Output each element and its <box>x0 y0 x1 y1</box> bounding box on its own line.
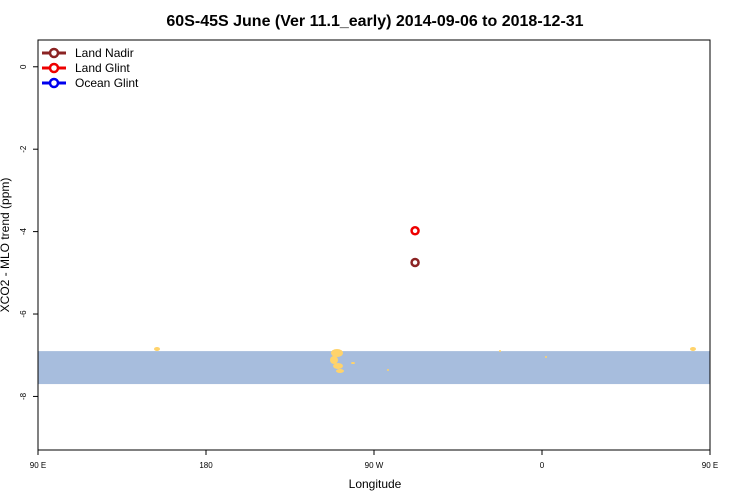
land-patch <box>351 362 355 364</box>
legend-marker <box>48 62 60 74</box>
land-patch <box>330 356 338 364</box>
land-patch <box>333 363 343 369</box>
axis-ticks: 90 E 180 90 W 0 90 E 0 -2 -4 -6 -8 <box>19 64 718 470</box>
land-patch <box>499 350 501 352</box>
land-patch <box>690 347 696 351</box>
y-tick-label: -8 <box>19 392 28 400</box>
legend-marker <box>48 47 60 59</box>
ocean-band <box>38 351 710 385</box>
land-patch <box>336 369 344 373</box>
latitude-band-map <box>38 347 710 385</box>
land-patch <box>545 356 547 358</box>
data-point <box>410 257 420 268</box>
x-tick-label: 90 W <box>365 461 384 470</box>
chart-title: 60S-45S June (Ver 11.1_early) 2014-09-06… <box>166 13 583 30</box>
plot-frame <box>37 39 711 451</box>
data-point <box>410 226 420 236</box>
y-tick-label: -2 <box>19 145 28 153</box>
x-tick-label: 0 <box>540 461 545 470</box>
x-tick-label: 180 <box>199 461 213 470</box>
land-patch <box>154 347 160 351</box>
x-tick-label: 90 E <box>30 461 46 470</box>
land-patch <box>387 369 389 371</box>
legend-label: Land Glint <box>75 61 130 75</box>
y-tick-label: -6 <box>19 310 28 318</box>
y-tick-label: -4 <box>19 228 28 236</box>
x-axis-label: Longitude <box>349 477 402 491</box>
legend-marker <box>48 77 60 89</box>
land-patch <box>331 349 343 357</box>
legend-label: Land Nadir <box>75 46 134 60</box>
y-tick-label: 0 <box>19 64 28 69</box>
y-axis-label: XCO2 - MLO trend (ppm) <box>0 178 12 313</box>
x-tick-label: 90 E <box>702 461 718 470</box>
legend-label: Ocean Glint <box>75 76 139 90</box>
data-points <box>410 226 420 268</box>
